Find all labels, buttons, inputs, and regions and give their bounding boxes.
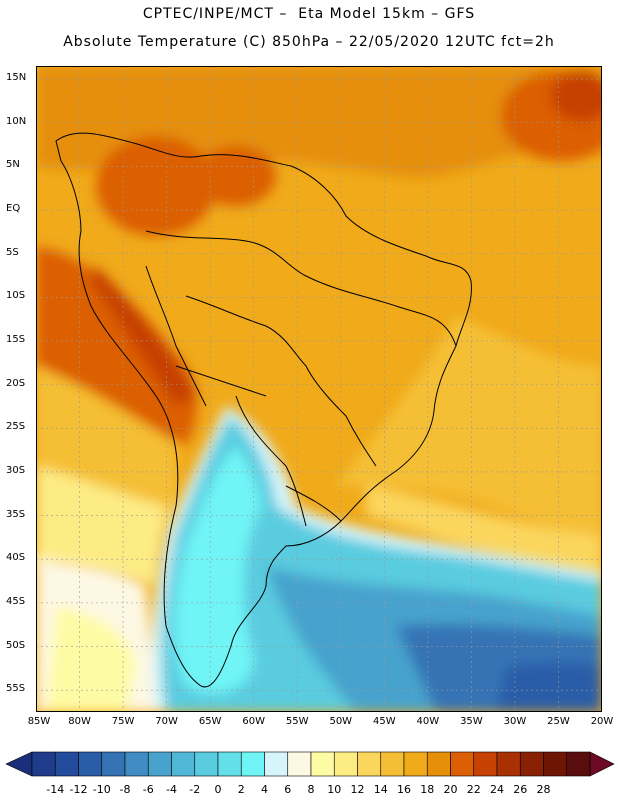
colorbar-swatch (264, 751, 289, 777)
lon-label: 85W (27, 716, 51, 727)
colorbar-tick-label: 18 (420, 783, 435, 796)
colorbar-swatch (519, 751, 544, 777)
colorbar-swatch (403, 751, 428, 777)
colorbar (5, 751, 615, 777)
colorbar-tick-label: 12 (350, 783, 365, 796)
colorbar-max-arrow (589, 751, 615, 777)
lon-label: 65W (198, 716, 222, 727)
lon-label: 70W (155, 716, 178, 727)
lat-label: 30S (6, 464, 26, 476)
lon-label: 20W (590, 716, 614, 727)
colorbar-tick-label: -10 (92, 783, 111, 796)
colorbar-min-arrow (5, 751, 33, 777)
colorbar-tick-label: -12 (69, 783, 88, 796)
colorbar-tick-label: 16 (397, 783, 411, 796)
colorbar-swatch (171, 751, 196, 777)
colorbar-tick-label: 14 (373, 783, 388, 796)
colorbar-tick-label: 24 (490, 783, 504, 796)
colorbar-tick-label: -14 (46, 783, 65, 796)
colorbar-swatch (450, 751, 475, 777)
colorbar-swatch (31, 751, 56, 777)
colorbar-tick-label: 26 (513, 783, 528, 796)
border-uruguay (285, 485, 342, 522)
lon-label: 60W (242, 716, 265, 727)
colorbar-tick-label: -6 (142, 783, 154, 796)
lat-label: 45S (6, 595, 26, 607)
lat-label: 20S (6, 377, 26, 389)
lon-label: 30W (503, 716, 527, 727)
coastline-south-america (55, 132, 472, 688)
colorbar-tick-label: 10 (327, 783, 342, 796)
lon-label: 45W (372, 716, 396, 727)
colorbar-swatch (380, 751, 405, 777)
colorbar-tick-label: 22 (466, 783, 481, 796)
colorbar-tick-label: 20 (443, 783, 458, 796)
colorbar-tick-label: 8 (307, 783, 315, 796)
lat-label: 40S (6, 552, 26, 564)
colorbar-swatch (287, 751, 312, 777)
colorbar-swatch (124, 751, 149, 777)
colorbar-swatch (310, 751, 335, 777)
lon-label: 75W (111, 716, 135, 727)
lat-label: 50S (6, 639, 26, 651)
lat-label: 55S (6, 683, 26, 695)
colorbar-tick-label: 6 (284, 783, 292, 796)
colorbar-tick-label: 28 (536, 783, 551, 796)
colorbar-tick-label: -4 (166, 783, 177, 796)
temperature-field (36, 66, 602, 712)
colorbar-swatch (426, 751, 451, 777)
colorbar-swatch (147, 751, 172, 777)
colorbar-swatch (357, 751, 382, 777)
colorbar-tick-label: 4 (261, 783, 268, 796)
colorbar-swatch (194, 751, 219, 777)
colorbar-swatch (543, 751, 568, 777)
colorbar-swatch (101, 751, 126, 777)
map-title-line-2: Absolute Temperature (C) 850hPa – 22/05/… (63, 34, 555, 50)
lon-label: 40W (416, 716, 440, 727)
colorbar-tick-label: -8 (119, 783, 131, 796)
colorbar-swatch (496, 751, 521, 777)
lat-label: EQ (6, 203, 21, 215)
colorbar-swatch (54, 751, 79, 777)
colorbar-swatch (240, 751, 265, 777)
lat-label: 25S (6, 421, 26, 433)
border-andes (145, 265, 307, 527)
colorbar-swatch (333, 751, 358, 777)
colorbar-tick-label: -2 (189, 783, 201, 796)
colorbar-tick-label: 0 (214, 783, 222, 796)
lat-label: 10S (6, 290, 26, 302)
lon-label: 25W (547, 716, 570, 727)
lat-label: 5N (6, 159, 20, 171)
lon-label: 80W (68, 716, 91, 727)
lon-label: 35W (460, 716, 483, 727)
lat-label: 5S (6, 246, 19, 258)
colorbar-swatch (78, 751, 103, 777)
colorbar-tick-label: 2 (237, 783, 245, 796)
colorbar-swatch (473, 751, 498, 777)
colorbar-swatch (566, 751, 591, 777)
map-title-line-1: CPTEC/INPE/MCT – Eta Model 15km – GFS (142, 6, 476, 22)
border-brazil (145, 230, 457, 467)
lon-label: 50W (329, 716, 353, 727)
lon-label: 55W (285, 716, 309, 727)
temperature-map (36, 66, 602, 712)
colorbar-swatch (217, 751, 242, 777)
lat-label: 35S (6, 508, 26, 520)
lat-label: 15N (6, 72, 27, 84)
lat-label: 10N (6, 115, 27, 127)
lat-label: 15S (6, 333, 26, 345)
